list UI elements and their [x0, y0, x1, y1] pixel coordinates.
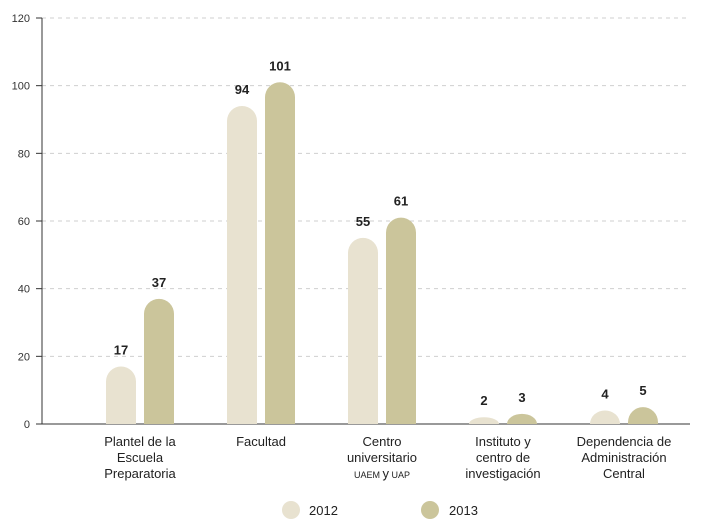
- bar-2012-3: [469, 417, 499, 424]
- bar-2013-2: [386, 217, 416, 424]
- y-tick-label: 20: [18, 351, 30, 363]
- category-label: universitario: [347, 450, 417, 465]
- bar-2012-4: [590, 410, 620, 424]
- bar-2013-4: [628, 407, 658, 424]
- y-tick-label: 80: [18, 148, 30, 160]
- category-label: Facultad: [236, 434, 286, 449]
- data-label: 17: [114, 342, 128, 357]
- category-label: Dependencia de: [577, 434, 672, 449]
- category-label: Instituto y: [475, 434, 531, 449]
- data-label: 61: [394, 194, 408, 209]
- data-label: 4: [601, 386, 609, 401]
- bar-2012-0: [106, 366, 136, 424]
- data-label: 94: [235, 82, 250, 97]
- data-label: 5: [639, 383, 646, 398]
- category-label: Preparatoria: [104, 466, 176, 481]
- y-tick-label: 100: [12, 81, 30, 93]
- category-label: investigación: [465, 466, 540, 481]
- y-tick-label: 120: [12, 13, 30, 25]
- category-label: UAEM y UAP: [354, 466, 410, 481]
- legend-swatch-2012: [282, 501, 300, 519]
- y-tick-label: 60: [18, 216, 30, 228]
- y-tick-label: 40: [18, 284, 30, 296]
- data-label: 101: [269, 58, 291, 73]
- legend-swatch-2013: [421, 501, 439, 519]
- bar-2013-1: [265, 82, 295, 425]
- bar-2013-0: [144, 298, 174, 424]
- category-label: Escuela: [117, 450, 164, 465]
- bar-2013-3: [507, 413, 537, 424]
- y-tick-label: 0: [24, 419, 30, 431]
- category-label: Administración: [581, 450, 666, 465]
- legend-label-2013: 2013: [449, 503, 478, 518]
- category-label: Central: [603, 466, 645, 481]
- category-label: centro de: [476, 450, 530, 465]
- category-label: Plantel de la: [104, 434, 176, 449]
- data-label: 2: [480, 393, 487, 408]
- legend-label-2012: 2012: [309, 503, 338, 518]
- data-label: 3: [518, 390, 525, 405]
- bar-2012-2: [348, 237, 378, 424]
- bar-2012-1: [227, 105, 257, 424]
- category-label: Centro: [362, 434, 401, 449]
- data-label: 37: [152, 275, 166, 290]
- data-label: 55: [356, 214, 370, 229]
